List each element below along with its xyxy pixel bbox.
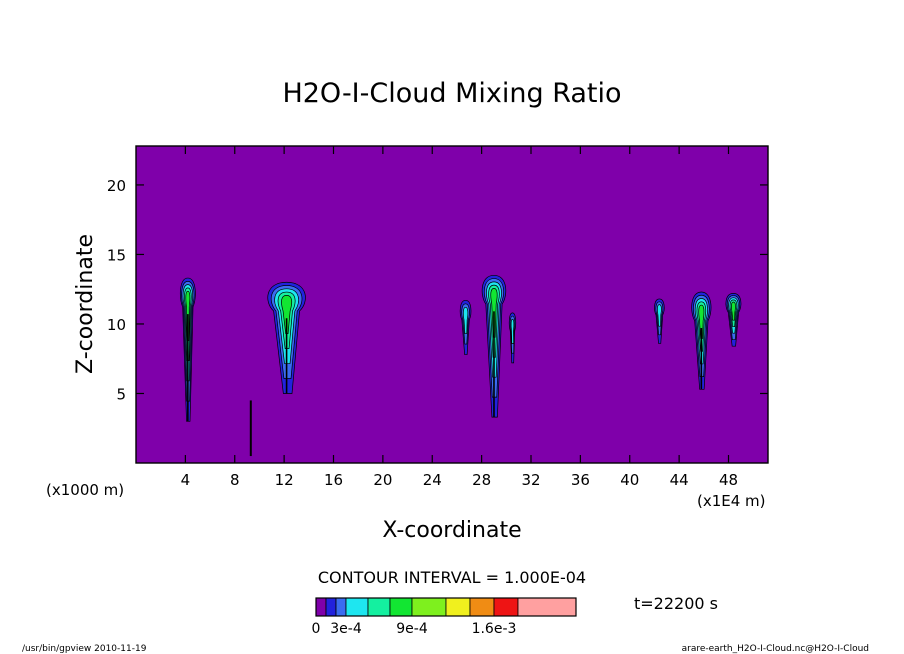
colorbar-swatch bbox=[517, 597, 577, 617]
x-tick-label: 36 bbox=[571, 471, 590, 489]
time-label: t=22200 s bbox=[634, 594, 718, 613]
x-tick-label: 20 bbox=[373, 471, 392, 489]
colorbar-swatch bbox=[445, 597, 471, 617]
colorbar-tick-label: 0 bbox=[312, 621, 321, 637]
x-tick-label: 4 bbox=[181, 471, 191, 489]
x-tick-label: 44 bbox=[670, 471, 689, 489]
cloud bbox=[691, 291, 712, 390]
cloud bbox=[459, 299, 472, 355]
colorbar-tick-label: 3e-4 bbox=[330, 621, 362, 637]
colorbar-frame bbox=[315, 597, 577, 617]
y-axis: 5 10 15 20 bbox=[107, 177, 768, 403]
x-tick-label: 40 bbox=[620, 471, 639, 489]
x-tick-label: 8 bbox=[230, 471, 240, 489]
x-axis-label: X-coordinate bbox=[382, 518, 521, 543]
colorbar-tick-label: 1.6e-3 bbox=[472, 621, 517, 637]
x-tick-label: 32 bbox=[521, 471, 540, 489]
colorbar-swatch bbox=[469, 597, 495, 617]
y-tick-label: 10 bbox=[107, 316, 126, 334]
colorbar bbox=[315, 597, 577, 617]
colorbar-swatch bbox=[493, 597, 519, 617]
cloud-layer bbox=[179, 274, 742, 457]
x-tick-label: 16 bbox=[324, 471, 343, 489]
x-unit-right: (x1E4 m) bbox=[697, 492, 766, 510]
cloud-contour bbox=[731, 301, 736, 321]
x-tick-label: 12 bbox=[275, 471, 294, 489]
colorbar-swatch bbox=[325, 597, 337, 617]
contour-interval-label: CONTOUR INTERVAL = 1.000E-04 bbox=[318, 568, 586, 587]
cloud bbox=[654, 298, 665, 344]
x-axis: 4 8 12 16 20 24 28 32 36 40 44 48 bbox=[181, 146, 738, 489]
x-unit-left: (x1000 m) bbox=[46, 481, 124, 499]
colorbar-swatch bbox=[367, 597, 391, 617]
x-tick-label: 24 bbox=[423, 471, 442, 489]
y-tick-label: 15 bbox=[107, 246, 126, 264]
y-tick-label: 20 bbox=[107, 177, 126, 195]
colorbar-swatch bbox=[315, 597, 327, 617]
x-tick-label: 28 bbox=[472, 471, 491, 489]
cloud bbox=[508, 312, 517, 364]
footer-right: arare-earth_H2O-I-Cloud.nc@H2O-I-Cloud bbox=[682, 644, 869, 654]
colorbar-swatch bbox=[345, 597, 369, 617]
colorbar-swatch bbox=[411, 597, 447, 617]
cloud-contour bbox=[462, 306, 469, 334]
colorbar-swatch bbox=[389, 597, 413, 617]
cloud-contour bbox=[510, 318, 515, 344]
x-tick-label: 48 bbox=[719, 471, 738, 489]
y-tick-label: 5 bbox=[116, 385, 126, 403]
cloud bbox=[481, 274, 507, 418]
cloud bbox=[267, 281, 306, 394]
plot-background bbox=[136, 146, 768, 463]
footer-left: /usr/bin/gpview 2010-11-19 bbox=[22, 644, 147, 654]
colorbar-labels: 0 3e-4 9e-4 1.6e-3 bbox=[312, 621, 517, 637]
cloud bbox=[179, 277, 196, 422]
plot-frame bbox=[135, 145, 769, 464]
y-axis-label: Z-coordinate bbox=[73, 234, 98, 374]
cloud bbox=[725, 293, 742, 347]
colorbar-swatch bbox=[335, 597, 347, 617]
colorbar-tick-label: 9e-4 bbox=[396, 621, 428, 637]
chart-title: H2O-I-Cloud Mixing Ratio bbox=[282, 78, 621, 109]
cloud-contour bbox=[656, 304, 662, 327]
